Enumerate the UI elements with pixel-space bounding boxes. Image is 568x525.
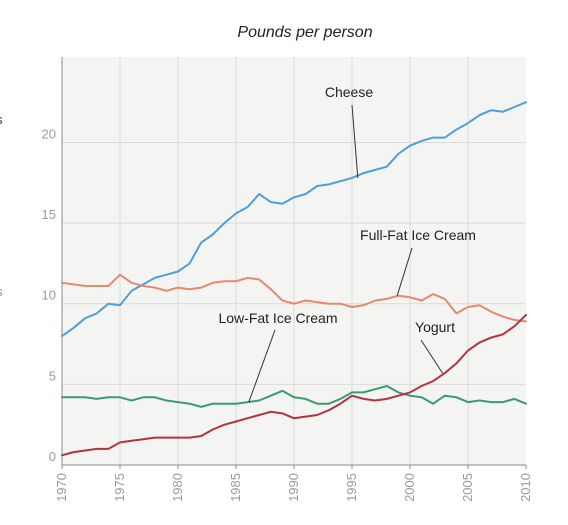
series-line-low-fat-ice-cream <box>61 385 527 408</box>
x-tick-label-1990: 1990 <box>286 473 301 502</box>
x-tick-label-1995: 1995 <box>344 473 359 502</box>
series-labels: Cheese Full-Fat Ice Cream Low-Fat Ice Crea… <box>218 84 476 403</box>
series-line-yogurt <box>61 314 527 457</box>
y-axis-ticks: 0 5 10 15 20 <box>42 126 56 464</box>
series-line-cheese <box>61 101 527 337</box>
x-tick-label-1985: 1985 <box>228 473 243 502</box>
x-tick-label-2000: 2000 <box>402 473 417 502</box>
series-line-full-fat-ice-cream <box>61 273 527 323</box>
y-tick-label-5: 5 <box>49 368 56 383</box>
series-label-yogurt: Yogurt <box>415 319 455 335</box>
y-tick-label-15: 15 <box>42 207 56 222</box>
x-tick-label-2010: 2010 <box>518 473 533 502</box>
x-tick-label-1975: 1975 <box>112 473 127 502</box>
chart-subtitle: Pounds per person <box>237 24 372 41</box>
x-tick-label-2005: 2005 <box>460 473 475 502</box>
leader-line-yogurt <box>420 339 443 374</box>
edge-mark-middle: s <box>0 284 3 299</box>
leader-line-cheese <box>351 104 359 178</box>
y-tick-label-10: 10 <box>42 288 56 303</box>
x-tick-label-1970: 1970 <box>54 473 69 502</box>
series-lines <box>61 101 527 457</box>
x-axis-ticks: 1970 1975 1980 1985 1990 1995 2000 2005 2010 <box>54 465 533 502</box>
series-label-cheese: Cheese <box>325 84 373 100</box>
leader-line-full-fat-ice-cream <box>396 247 413 296</box>
leader-line-low-fat-ice-cream <box>248 329 276 403</box>
gridlines <box>61 57 526 466</box>
y-tick-label-0: 0 <box>49 449 56 464</box>
series-label-low-fat-ice-cream: Low-Fat Ice Cream <box>218 310 337 326</box>
x-tick-label-1980: 1980 <box>170 473 185 502</box>
edge-mark-top: s <box>0 112 3 127</box>
y-tick-label-20: 20 <box>42 126 56 141</box>
series-label-full-fat-ice-cream: Full-Fat Ice Cream <box>360 227 476 243</box>
